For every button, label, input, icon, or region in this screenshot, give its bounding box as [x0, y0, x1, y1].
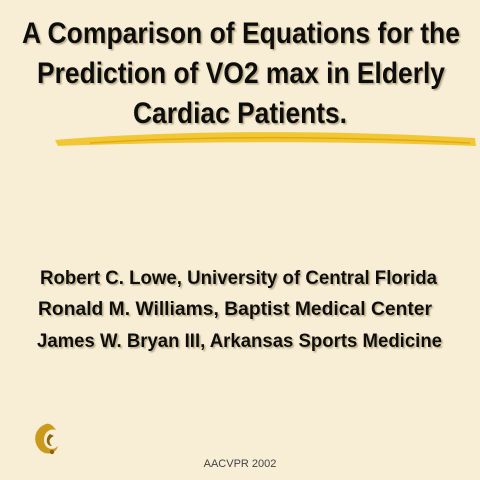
logo: [35, 423, 58, 455]
title-line: Prediction of VO2 max in Elderly: [37, 57, 445, 90]
title-line: A Comparison of Equations for the: [22, 17, 460, 50]
brush-stroke-detail: [89, 137, 471, 144]
title-group: A Comparison of Equations for the Predic…: [22, 17, 460, 130]
title-line: Cardiac Patients.: [133, 97, 347, 130]
author-line: Ronald M. Williams, Baptist Medical Cent…: [38, 299, 433, 320]
footer: AACVPR 2002: [204, 458, 277, 470]
authors: Robert C. Lowe, University of Central Fl…: [37, 268, 442, 352]
brush-stroke: [55, 132, 476, 146]
author-line: Robert C. Lowe, University of Central Fl…: [40, 268, 437, 289]
author-line: James W. Bryan III, Arkansas Sports Medi…: [37, 331, 442, 352]
